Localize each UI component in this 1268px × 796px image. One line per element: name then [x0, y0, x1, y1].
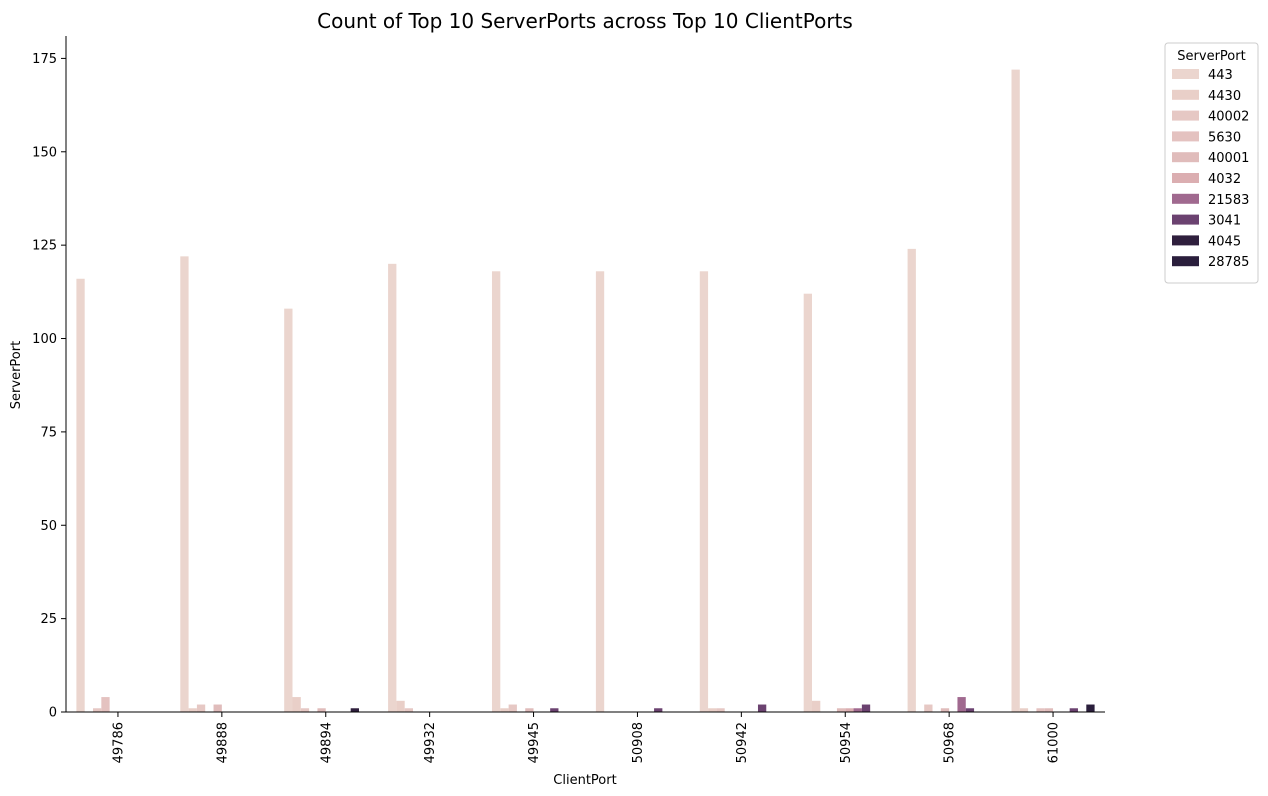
bar-4430-49945 [500, 708, 509, 712]
y-tick-label: 150 [32, 145, 57, 160]
legend-label-40002: 40002 [1208, 110, 1249, 125]
bar-28785-61000 [1086, 704, 1095, 712]
legend-swatch-4045 [1172, 235, 1199, 246]
bar-4045-49894 [350, 708, 359, 712]
bar-443-49786 [76, 278, 85, 712]
legend-label-5630: 5630 [1208, 130, 1241, 145]
bar-3041-50968 [965, 708, 975, 712]
legend-label-3041: 3041 [1208, 214, 1241, 229]
y-tick-label: 0 [49, 706, 57, 721]
legend-swatch-28785 [1172, 256, 1199, 267]
legend-swatch-40001 [1172, 152, 1199, 163]
legend-label-40001: 40001 [1208, 151, 1249, 166]
legend-swatch-4430 [1172, 89, 1199, 100]
bar-40001-49945 [525, 708, 534, 712]
legend-swatch-21583 [1172, 193, 1199, 204]
x-tick-label: 50908 [631, 722, 646, 763]
legend-label-443: 443 [1208, 68, 1233, 83]
bar-443-49888 [180, 256, 189, 712]
y-axis: 0 25 50 75 100 125 150 175 [32, 36, 67, 721]
bar-3041-50942 [757, 704, 767, 712]
legend-label-28785: 28785 [1208, 255, 1249, 270]
bar-4032-50954 [845, 708, 854, 712]
legend-swatch-40002 [1172, 110, 1199, 121]
x-axis-label: ClientPort [553, 773, 616, 788]
legend-swatch-3041 [1172, 214, 1199, 225]
bar-40002-50968 [924, 704, 933, 712]
bar-443-50908 [595, 271, 605, 712]
x-tick-label: 49894 [319, 722, 334, 763]
bar-4430-49888 [188, 708, 197, 712]
bar-4430-61000 [1019, 708, 1029, 712]
bar-3041-50954 [861, 704, 871, 712]
bar-443-49945 [491, 271, 501, 712]
legend-label-21583: 21583 [1208, 193, 1249, 208]
bar-40001-61000 [1044, 708, 1054, 712]
x-tick-label: 49888 [215, 722, 230, 763]
bar-21583-50954 [853, 708, 862, 712]
bar-4430-50954 [812, 700, 821, 712]
bar-40001-49888 [213, 704, 222, 712]
bar-40001-49894 [317, 708, 326, 712]
y-tick-label: 75 [40, 425, 57, 440]
y-axis-label: ServerPort [9, 341, 24, 409]
legend-label-4430: 4430 [1208, 89, 1241, 104]
chart-title: Count of Top 10 ServerPorts across Top 1… [317, 9, 853, 33]
bar-443-49894 [284, 308, 293, 712]
legend-swatch-4032 [1172, 173, 1199, 183]
legend-swatch-5630 [1172, 131, 1199, 142]
bar-443-50954 [803, 293, 812, 712]
bar-443-50942 [699, 271, 709, 712]
plot-area [76, 69, 1095, 713]
bar-40002-49786 [93, 708, 102, 712]
bar-40002-49932 [404, 708, 414, 712]
legend-title: ServerPort [1177, 49, 1245, 64]
x-tick-label: 61000 [1047, 722, 1062, 763]
bar-5630-61000 [1036, 708, 1045, 712]
x-tick-label: 50942 [735, 722, 750, 763]
y-tick-label: 175 [32, 52, 57, 67]
bar-5630-49786 [101, 697, 110, 712]
bar-21583-50968 [957, 697, 966, 712]
y-tick-label: 125 [32, 239, 57, 254]
legend: ServerPort 443 4430 40002 5630 40001 4032 21583… [1164, 42, 1259, 284]
bar-40001-50968 [940, 708, 950, 712]
bar-443-50968 [907, 248, 916, 712]
bar-3041-49945 [550, 708, 559, 712]
bar-443-61000 [1011, 69, 1020, 713]
bar-443-49932 [388, 263, 397, 712]
y-tick-label: 25 [40, 612, 57, 627]
x-axis: 49786 49888 49894 49932 49945 50908 50942 50954… [66, 711, 1105, 763]
x-tick-label: 50954 [839, 722, 854, 763]
x-tick-label: 49786 [111, 722, 126, 763]
y-tick-label: 50 [40, 519, 57, 534]
bar-4430-49894 [292, 697, 301, 712]
legend-label-4032: 4032 [1208, 172, 1241, 187]
legend-swatch-443 [1172, 69, 1199, 79]
bar-3041-50908 [654, 708, 663, 712]
bar-4430-49932 [396, 700, 405, 712]
x-tick-label: 49945 [527, 722, 542, 763]
bar-40002-49894 [300, 708, 310, 712]
bar-40002-49888 [196, 704, 206, 712]
bar-3041-61000 [1069, 708, 1078, 712]
bar-4430-50942 [708, 708, 717, 712]
bar-40002-49945 [508, 704, 517, 712]
bar-40001-50954 [836, 708, 846, 712]
x-tick-label: 49932 [423, 722, 438, 763]
legend-label-4045: 4045 [1208, 234, 1241, 249]
y-tick-label: 100 [32, 332, 57, 347]
bar-40002-50942 [716, 708, 725, 712]
x-tick-label: 50968 [943, 722, 958, 763]
